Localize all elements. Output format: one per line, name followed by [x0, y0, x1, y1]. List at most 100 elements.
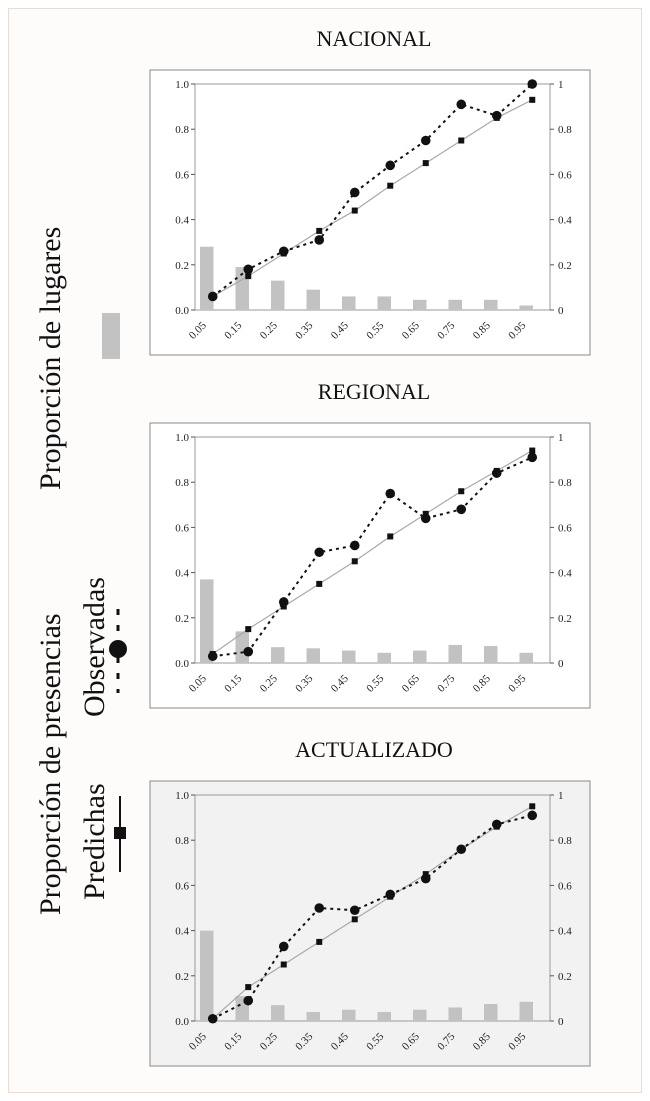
- bar-proportion-sites: [342, 296, 356, 310]
- observed-point: [527, 810, 538, 821]
- observed-point: [385, 488, 396, 499]
- observed-point: [349, 905, 360, 916]
- bar-proportion-sites: [377, 1011, 391, 1021]
- observed-point: [349, 540, 360, 551]
- bar-proportion-sites: [271, 647, 285, 663]
- predicted-point: [351, 558, 358, 565]
- observed-point: [207, 651, 218, 662]
- observed-point: [207, 1013, 218, 1024]
- predicted-line: [212, 450, 533, 655]
- ylabel-predicted: Predichas: [78, 783, 111, 900]
- y-tick-label-left: 0.6: [175, 880, 189, 892]
- bar-proportion-sites: [306, 648, 320, 663]
- y-tick-label-left: 0.0: [175, 305, 189, 317]
- bar-proportion-sites: [200, 930, 214, 1021]
- chart-title: NACIONAL: [317, 26, 432, 51]
- y-tick-label-right: 0.2: [558, 613, 572, 625]
- y-tick-label-left: 0.0: [175, 1016, 189, 1028]
- predicted-point: [280, 961, 287, 968]
- y-tick-label-left: 1.0: [175, 79, 189, 91]
- observed-point: [491, 468, 502, 478]
- y-tick-label-left: 0.8: [175, 477, 189, 489]
- predicted-point: [529, 96, 536, 103]
- observed-point: [243, 646, 254, 657]
- chart-actualizado: ACTUALIZADO 0.0 0.2 0.4 0.6 0.8 1.0 0 0.2 0.4 0.6…: [149, 737, 591, 1067]
- y-tick-label-left: 0.2: [175, 260, 189, 272]
- observed-point: [314, 547, 325, 558]
- predicted-point: [316, 938, 323, 945]
- observed-line: [212, 814, 533, 1020]
- y-tick-label-right: 1: [558, 432, 564, 444]
- y-tick-label-left: 1.0: [175, 432, 189, 444]
- observed-point: [207, 291, 218, 302]
- observed-point: [456, 99, 467, 110]
- bar-proportion-sites: [519, 1001, 533, 1021]
- bar-proportion-sites: [200, 579, 214, 663]
- ylabel-proportion-presences: Proporción de presencias: [34, 613, 67, 915]
- y-tick-label-left: 0.2: [175, 971, 189, 983]
- bar-proportion-sites: [484, 1004, 498, 1021]
- predicted-point: [245, 984, 252, 991]
- ylabel-proportion-sites: Proporción de lugares: [34, 227, 67, 490]
- y-tick-label-right: 0.6: [558, 880, 572, 892]
- y-tick-label-right: 0: [558, 1016, 564, 1028]
- predicted-point: [422, 160, 429, 167]
- observed-point: [278, 941, 289, 952]
- bar-proportion-sites: [413, 650, 427, 663]
- bar-proportion-sites: [377, 296, 391, 310]
- y-tick-label-right: 0.2: [558, 260, 572, 272]
- y-tick-label-right: 0.6: [558, 522, 572, 534]
- bar-proportion-sites: [377, 652, 391, 663]
- observed-point: [385, 160, 396, 171]
- bar-proportion-sites: [306, 1011, 320, 1021]
- chart-title: REGIONAL: [318, 379, 430, 404]
- left-axis-labels: Proporción de lugares Proporción de pres…: [34, 227, 127, 915]
- y-tick-label-right: 0.4: [558, 215, 572, 227]
- observed-point: [314, 235, 325, 245]
- bar-proportion-sites: [519, 652, 533, 663]
- bar-proportion-sites: [306, 289, 320, 310]
- observed-point: [349, 187, 360, 198]
- chart-regional: REGIONAL 0.0 0.2 0.4 0.6 0.8 1.0 0 0.2 0.4 0.6 0.8…: [149, 379, 591, 709]
- y-tick-label-right: 0: [558, 305, 564, 317]
- observed-point: [420, 513, 431, 524]
- y-tick-label-left: 0.4: [175, 926, 189, 938]
- predicted-point: [351, 916, 358, 923]
- observed-point: [243, 995, 254, 1006]
- bar-proportion-sites: [271, 280, 285, 310]
- observed-point: [278, 597, 289, 607]
- observed-line: [212, 456, 533, 658]
- bar-proportion-sites: [448, 1007, 462, 1021]
- observed-line: [212, 83, 533, 298]
- y-tick-label-left: 0.2: [175, 613, 189, 625]
- legend-observed-marker: [109, 609, 127, 693]
- predicted-point: [351, 207, 358, 214]
- y-tick-label-right: 1: [558, 79, 564, 91]
- observed-point: [385, 889, 396, 900]
- y-tick-label-left: 0.8: [175, 835, 189, 847]
- observed-point: [527, 452, 538, 463]
- y-tick-label-right: 0.4: [558, 568, 572, 580]
- y-tick-label-left: 0.4: [175, 215, 189, 227]
- predicted-point: [387, 533, 394, 540]
- predicted-point: [316, 227, 323, 234]
- predicted-point: [458, 488, 465, 495]
- legend-predicted-marker: [114, 796, 126, 872]
- chart-title: ACTUALIZADO: [295, 737, 453, 762]
- bar-proportion-sites: [519, 305, 533, 310]
- y-tick-label-right: 0.6: [558, 169, 572, 181]
- y-tick-label-left: 0.8: [175, 124, 189, 136]
- observed-point: [491, 110, 502, 121]
- predicted-point: [529, 447, 536, 454]
- observed-point: [278, 246, 289, 257]
- predicted-point: [458, 137, 465, 144]
- y-tick-label-right: 0.4: [558, 926, 572, 938]
- bar-proportion-sites: [413, 1009, 427, 1021]
- bar-proportion-sites: [342, 1009, 356, 1021]
- observed-point: [491, 819, 502, 830]
- y-tick-label-right: 1: [558, 790, 564, 802]
- bar-proportion-sites: [271, 1005, 285, 1021]
- y-tick-label-right: 0: [558, 658, 564, 670]
- predicted-line: [212, 99, 533, 297]
